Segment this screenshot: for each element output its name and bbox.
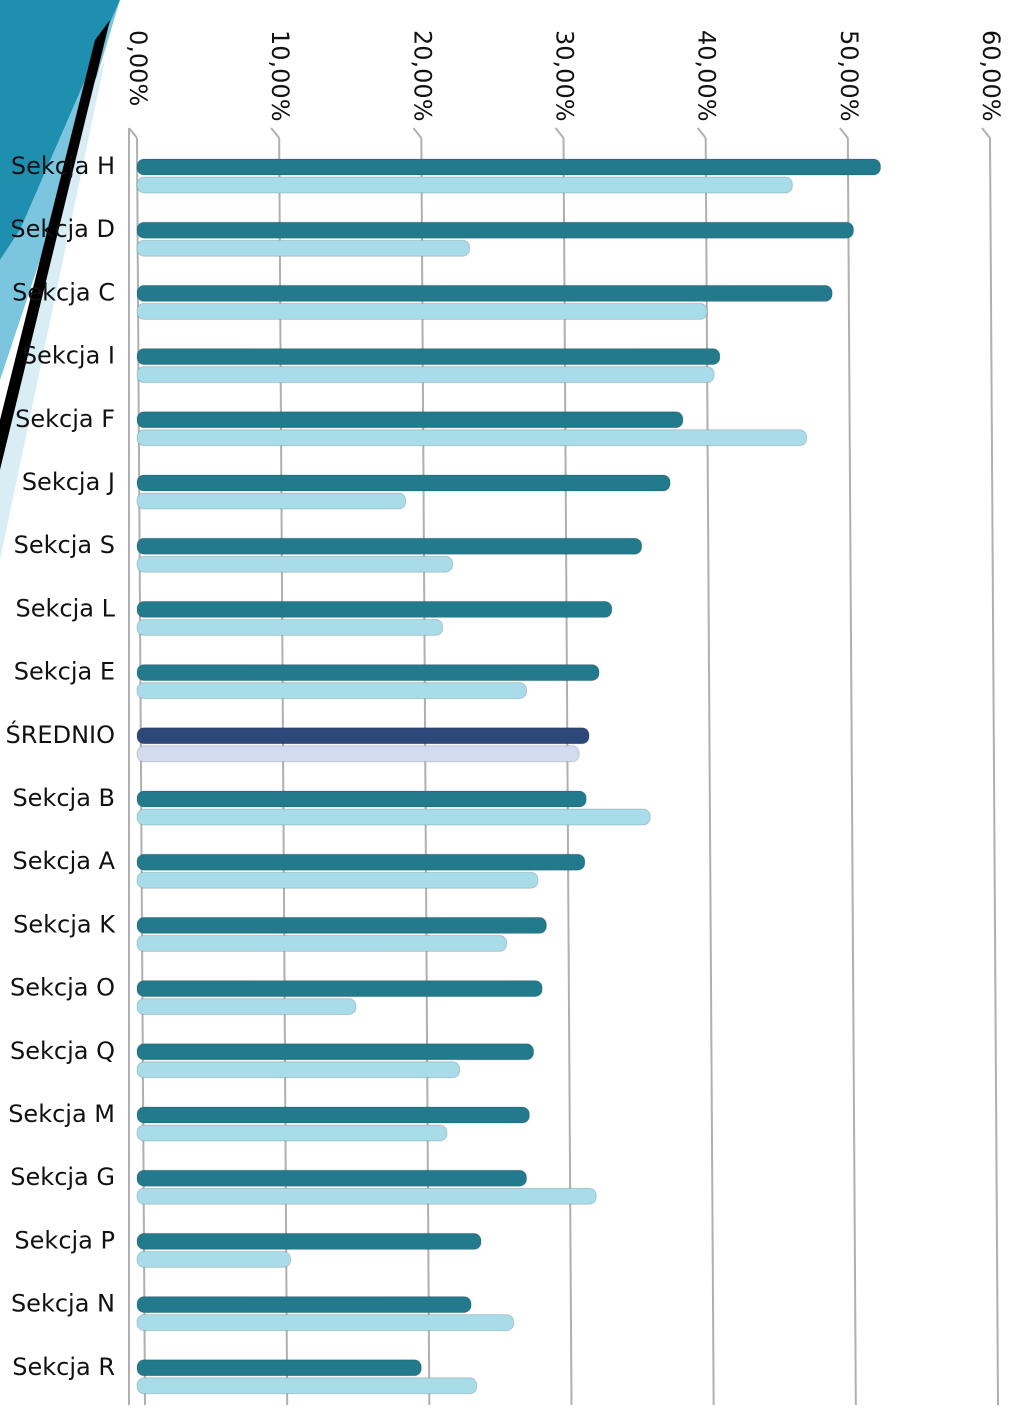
grid-line xyxy=(846,137,857,1406)
bar xyxy=(136,808,651,826)
y-tick-label: Sekcja F xyxy=(15,405,115,433)
bar xyxy=(136,1296,472,1314)
bar xyxy=(136,618,444,636)
tick-mark xyxy=(412,127,423,139)
bar xyxy=(136,871,539,889)
x-tick-label: 60,00% xyxy=(977,30,1005,122)
tick-mark xyxy=(981,127,991,139)
bar xyxy=(136,284,833,302)
bar xyxy=(136,366,715,384)
bar xyxy=(136,411,684,429)
tick-mark xyxy=(128,127,138,139)
bar xyxy=(136,537,643,555)
bar xyxy=(136,1124,448,1142)
bar xyxy=(136,1232,482,1250)
y-tick-label: Sekcja D xyxy=(10,215,115,243)
bar xyxy=(136,221,855,239)
y-tick-label: ŚREDNIO xyxy=(6,719,115,749)
bar xyxy=(136,429,808,447)
tick-mark xyxy=(839,127,849,139)
y-tick-label: Sekcja N xyxy=(11,1290,115,1318)
y-tick-label: Sekcja Q xyxy=(10,1037,115,1065)
y-tick-label: Sekcja O xyxy=(10,974,115,1002)
bar xyxy=(136,302,708,320)
bar xyxy=(136,790,587,808)
bar xyxy=(136,348,721,366)
grid-line xyxy=(278,137,289,1406)
y-tick-label: Sekcja L xyxy=(16,594,116,622)
y-tick-label: Sekcja G xyxy=(10,1163,115,1191)
bar xyxy=(136,664,600,682)
grid-line xyxy=(989,137,999,1406)
y-tick-label: Sekcja J xyxy=(22,468,115,496)
tick-mark xyxy=(554,127,565,139)
grid-line xyxy=(420,137,431,1406)
bar xyxy=(136,853,586,871)
grid-line xyxy=(136,137,146,1406)
x-tick-label: 40,00% xyxy=(693,30,721,122)
bar xyxy=(136,600,613,618)
bar xyxy=(136,1359,422,1377)
y-tick-label: Sekcja R xyxy=(12,1353,115,1381)
tick-mark xyxy=(270,127,280,139)
grid-line xyxy=(562,137,573,1406)
y-tick-label: Sekcja C xyxy=(12,278,115,306)
bar xyxy=(136,239,471,257)
tick-mark xyxy=(696,127,707,139)
x-tick-label: 10,00% xyxy=(266,30,294,122)
x-tick-label: 20,00% xyxy=(408,30,436,122)
y-tick-label: Sekcja S xyxy=(14,531,115,559)
bar xyxy=(136,745,580,763)
y-tick-label: Sekcja P xyxy=(14,1226,115,1254)
bar xyxy=(136,474,671,492)
bar xyxy=(136,158,882,176)
y-tick-label: Sekcja B xyxy=(12,784,115,812)
grid-line xyxy=(704,137,715,1406)
x-tick-label: 0,00% xyxy=(124,30,152,106)
bar xyxy=(136,555,454,573)
bar xyxy=(136,682,528,700)
y-tick-label: Sekcja K xyxy=(13,910,116,938)
bar xyxy=(136,176,793,194)
y-tick-label: Sekcja H xyxy=(11,152,115,180)
y-tick-label: Sekcja E xyxy=(14,658,115,686)
bar xyxy=(136,916,547,934)
bar xyxy=(136,1169,528,1187)
decor xyxy=(0,60,105,560)
y-tick-label: Sekcja M xyxy=(8,1100,115,1128)
bar xyxy=(136,492,407,510)
bar xyxy=(136,1187,597,1205)
bar xyxy=(136,1106,530,1124)
bar xyxy=(136,1314,515,1332)
bar xyxy=(136,1061,461,1079)
bar xyxy=(136,1377,478,1395)
bar xyxy=(136,934,508,952)
x-tick-label: 50,00% xyxy=(835,30,863,122)
bar xyxy=(136,1043,535,1061)
bar xyxy=(136,1250,292,1268)
bar xyxy=(136,980,543,998)
y-tick-label: Sekcja I xyxy=(22,342,115,370)
bar xyxy=(136,998,357,1016)
x-tick-label: 30,00% xyxy=(551,30,579,122)
bar xyxy=(136,727,590,745)
y-tick-label: Sekcja A xyxy=(12,847,115,875)
